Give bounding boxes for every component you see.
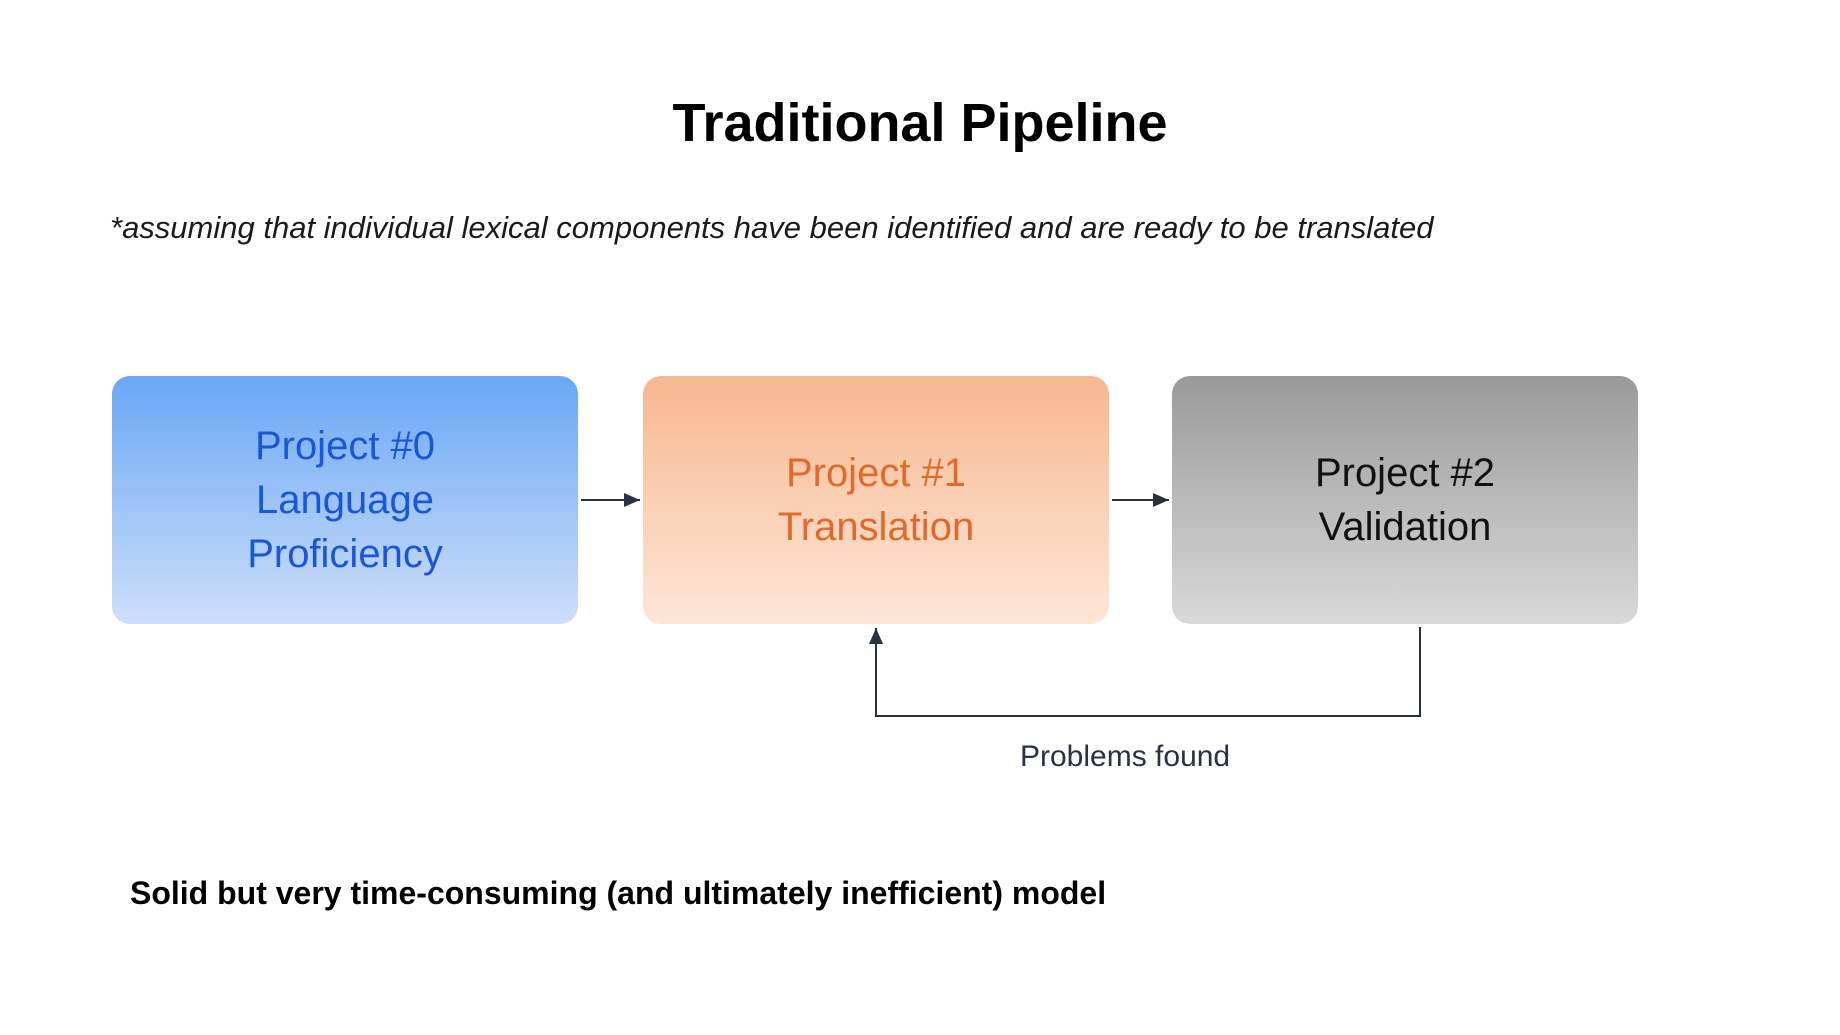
slide-subtitle: *assuming that individual lexical compon… <box>110 210 1434 246</box>
flowchart-node-n2: Project #2Validation <box>1172 376 1638 624</box>
flowchart-node-label: Project #0LanguageProficiency <box>247 419 443 581</box>
flowchart-node-label: Project #2Validation <box>1315 446 1495 554</box>
flowchart-node-line: Project #2 <box>1315 446 1495 500</box>
flowchart-node-n0: Project #0LanguageProficiency <box>112 376 578 624</box>
flowchart-node-line: Proficiency <box>247 527 443 581</box>
flowchart-node-n1: Project #1Translation <box>643 376 1109 624</box>
flowchart-node-line: Project #1 <box>778 446 974 500</box>
flowchart-node-line: Language <box>247 473 443 527</box>
flowchart-node-label: Project #1Translation <box>778 446 974 554</box>
feedback-arrow-label: Problems found <box>1020 740 1230 774</box>
slide-title: Traditional Pipeline <box>0 92 1840 154</box>
flowchart-node-line: Project #0 <box>247 419 443 473</box>
flowchart-node-line: Validation <box>1315 500 1495 554</box>
feedback-arrow <box>876 627 1420 716</box>
flowchart-node-line: Translation <box>778 500 974 554</box>
footer-text: Solid but very time-consuming (and ultim… <box>130 875 1106 912</box>
